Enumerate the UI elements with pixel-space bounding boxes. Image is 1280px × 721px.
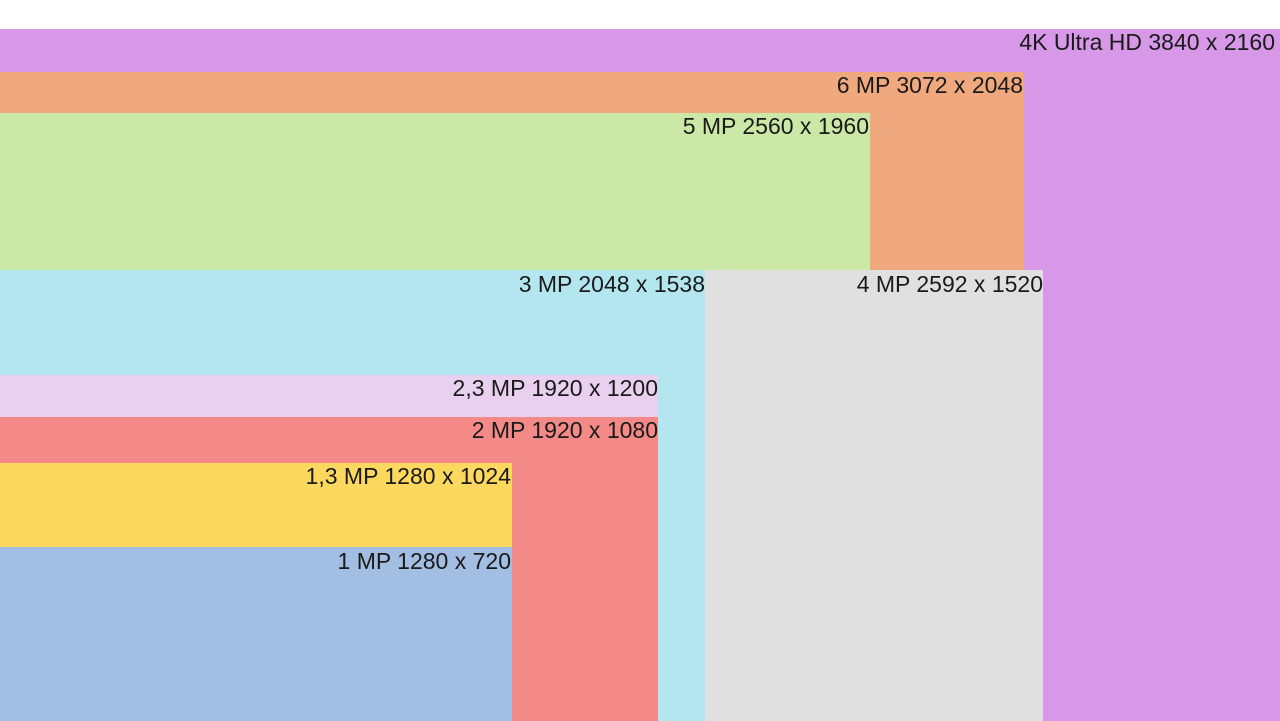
rect-2-3mp [0,375,658,417]
label: 4K Ultra HD 3840 x 2160 [1019,29,1275,55]
label: 3 MP 2048 x 1538 [519,271,705,297]
top-band [0,0,1280,29]
label: 6 MP 3072 x 2048 [837,72,1023,98]
rect-1mp [0,547,512,721]
label: 2 MP 1920 x 1080 [472,417,658,443]
label: 1,3 MP 1280 x 1024 [306,463,512,489]
label: 4 MP 2592 x 1520 [857,271,1043,297]
label: 1 MP 1280 x 720 [338,548,511,574]
rect-1-3mp [0,463,512,547]
rect-5mp [0,113,870,270]
label: 5 MP 2560 x 1960 [683,113,869,139]
label: 2,3 MP 1920 x 1200 [453,375,658,401]
rect-4mp [705,270,1043,721]
